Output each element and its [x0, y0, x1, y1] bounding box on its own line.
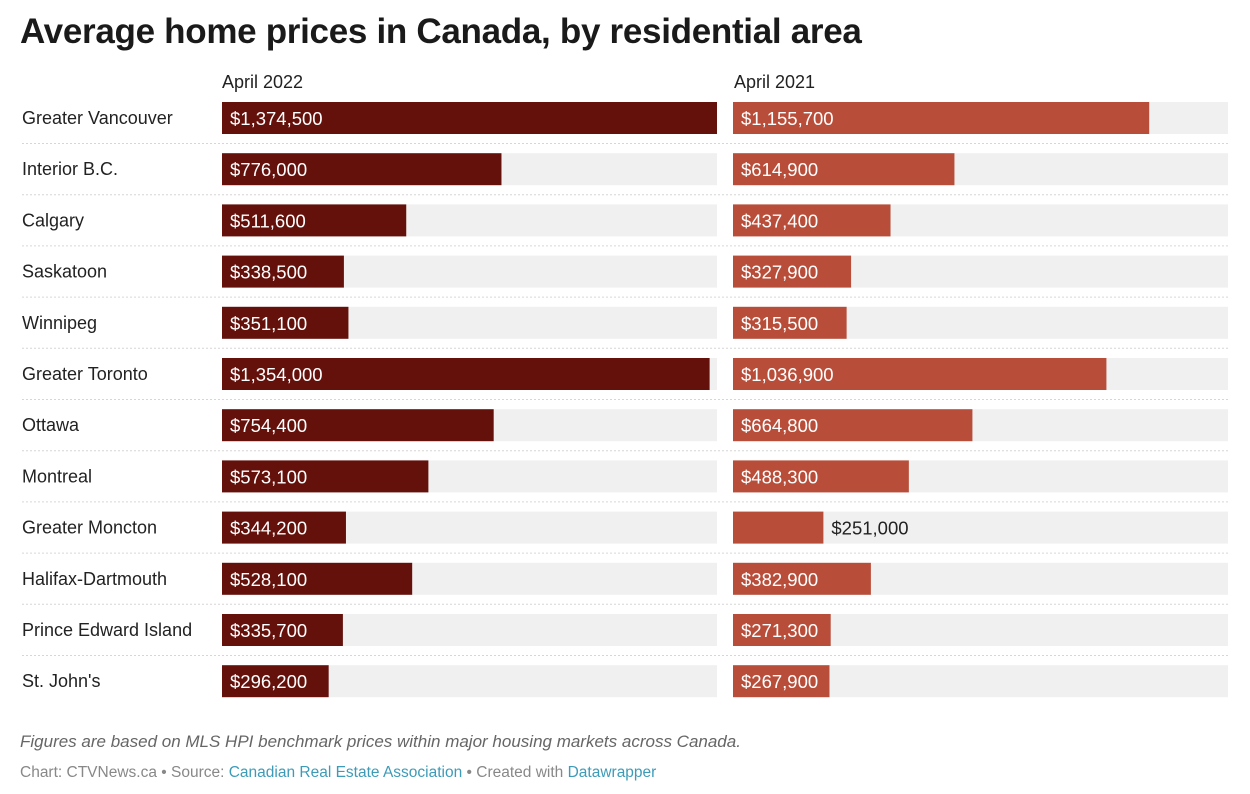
chart-title: Average home prices in Canada, by reside… — [20, 12, 862, 51]
data-label: $573,100 — [230, 466, 307, 487]
bar — [733, 153, 955, 186]
bar — [222, 614, 343, 646]
data-label: $528,100 — [230, 569, 307, 590]
bar — [733, 409, 973, 442]
category-label: Greater Vancouver — [22, 108, 173, 128]
data-label: $327,900 — [741, 262, 818, 283]
bar — [222, 102, 717, 134]
data-label: $296,200 — [230, 671, 307, 692]
bar — [222, 358, 710, 390]
column-header-2021: April 2021 — [734, 72, 816, 92]
bar — [733, 204, 891, 237]
data-label: $1,036,900 — [741, 364, 834, 385]
column-header-2022: April 2022 — [222, 72, 304, 92]
bar — [733, 614, 831, 646]
credits-middle: • Created with — [462, 764, 568, 781]
data-label: $251,000 — [831, 518, 908, 539]
category-label: Halifax-Dartmouth — [22, 569, 167, 589]
credits-prefix: Chart: CTVNews.ca • Source: — [20, 764, 229, 781]
data-label: $267,900 — [741, 671, 818, 692]
bar — [733, 562, 871, 595]
data-label: $338,500 — [230, 262, 307, 283]
bar — [222, 460, 429, 493]
data-label: $335,700 — [230, 620, 307, 641]
data-label: $776,000 — [230, 159, 307, 180]
data-label: $488,300 — [741, 466, 818, 487]
source-link[interactable]: Canadian Real Estate Association — [228, 764, 463, 781]
data-label: $1,155,700 — [741, 108, 834, 129]
category-label: Greater Toronto — [22, 364, 148, 384]
data-label: $344,200 — [230, 518, 307, 539]
data-label: $1,374,500 — [230, 108, 323, 129]
data-label: $614,900 — [741, 159, 818, 180]
category-label: Greater Moncton — [22, 518, 157, 538]
bar — [733, 255, 852, 288]
category-label: St. John's — [22, 671, 100, 691]
data-label: $437,400 — [741, 210, 818, 231]
bar — [222, 511, 346, 544]
bar — [733, 102, 1150, 134]
category-label: Interior B.C. — [22, 159, 118, 179]
bar — [222, 562, 413, 595]
data-label: $1,354,000 — [230, 364, 323, 385]
category-label: Ottawa — [22, 415, 80, 435]
bar — [733, 460, 909, 493]
bar — [222, 153, 502, 186]
category-label: Winnipeg — [22, 313, 97, 333]
data-label: $351,100 — [230, 313, 307, 334]
bar — [733, 358, 1107, 390]
data-label: $664,800 — [741, 415, 818, 436]
category-label: Prince Edward Island — [22, 620, 192, 640]
category-label: Calgary — [22, 210, 84, 230]
bar — [222, 255, 344, 288]
data-label: $511,600 — [230, 210, 306, 231]
datawrapper-link[interactable]: Datawrapper — [567, 764, 657, 781]
chart-notes: Figures are based on MLS HPI benchmark p… — [20, 732, 741, 751]
bar — [222, 204, 407, 237]
bar — [733, 511, 824, 544]
data-label: $271,300 — [741, 620, 818, 641]
data-label: $382,900 — [741, 569, 818, 590]
category-label: Saskatoon — [22, 262, 107, 282]
data-label: $315,500 — [741, 313, 818, 334]
bar — [222, 665, 329, 698]
bar — [733, 306, 847, 339]
chart-credits: Chart: CTVNews.ca • Source: Canadian Rea… — [20, 764, 656, 782]
bar — [733, 665, 830, 698]
data-label: $754,400 — [230, 415, 307, 436]
category-label: Montreal — [22, 466, 92, 486]
bar — [222, 306, 349, 339]
bar — [222, 409, 494, 442]
